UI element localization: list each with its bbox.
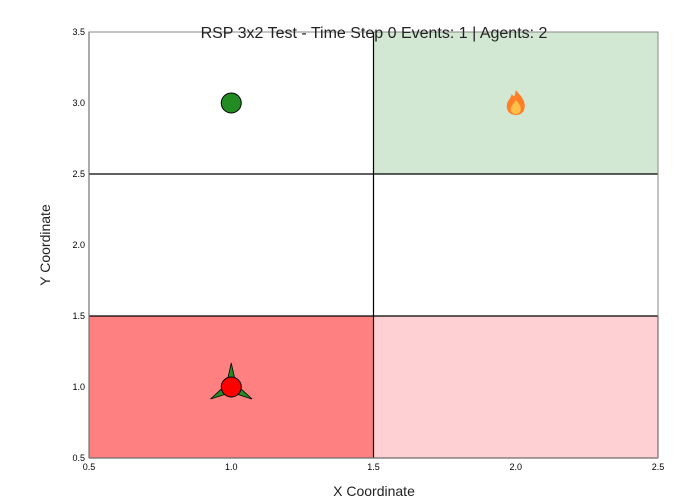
x-tick-label: 2.5 <box>652 462 665 472</box>
x-tick-label: 0.5 <box>83 462 96 472</box>
x-tick-label: 1.0 <box>225 462 238 472</box>
markers <box>210 90 525 400</box>
grid-cell-2-2 <box>373 174 658 316</box>
y-tick-label: 3.0 <box>72 98 85 108</box>
chart-title: RSP 3x2 Test - Time Step 0 Events: 1 | A… <box>201 25 548 42</box>
fire-icon <box>506 90 525 115</box>
fire-icon-inner <box>510 100 521 114</box>
x-tick-label: 2.0 <box>509 462 522 472</box>
green-circle-marker <box>220 92 242 114</box>
grid-cell-1-2 <box>89 174 374 316</box>
tick-labels: 0.5 1.0 1.5 2.0 2.5 0.5 1.0 1.5 2.0 2.5 3.0 3.5 <box>72 27 664 472</box>
y-tick-label: 3.5 <box>72 27 85 37</box>
red-circle-marker <box>220 376 242 398</box>
plot-frame <box>88 31 659 459</box>
x-axis-title: X Coordinate <box>333 483 415 499</box>
y-tick-label: 0.5 <box>72 453 85 463</box>
y-tick-label: 2.5 <box>72 169 85 179</box>
y-tick-label: 2.0 <box>72 240 85 250</box>
y-tick-label: 1.0 <box>72 382 85 392</box>
y-axis-title: Y Coordinate <box>37 204 53 286</box>
x-tick-label: 1.5 <box>367 462 380 472</box>
grid-cell-2-1 <box>373 316 658 458</box>
y-tick-label: 1.5 <box>72 311 85 321</box>
